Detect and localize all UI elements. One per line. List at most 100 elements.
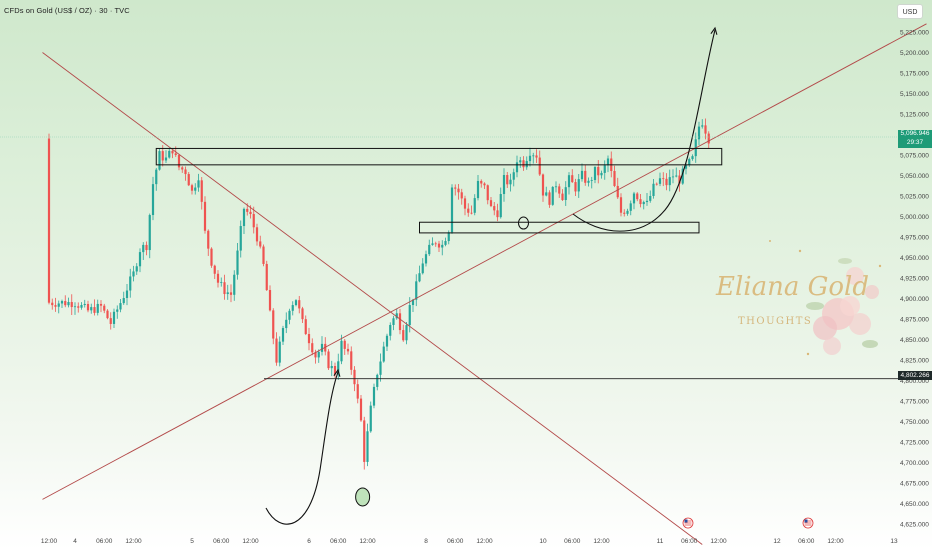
candle (603, 165, 606, 173)
candle (64, 301, 67, 306)
candle (304, 319, 307, 335)
candle (161, 151, 164, 161)
candle (155, 169, 158, 185)
candle (174, 153, 177, 156)
bottom-circle (355, 487, 371, 507)
candle (259, 241, 262, 247)
candle (73, 306, 77, 308)
candle (239, 226, 242, 251)
candle (463, 198, 467, 209)
candle (395, 313, 398, 319)
candle (213, 265, 216, 274)
us-flag-icon (802, 517, 814, 529)
flower-decoration-icon (769, 240, 882, 356)
candle (639, 199, 642, 205)
watermark-brand: Eliana Gold (716, 272, 870, 302)
x-tick-label: 8 (424, 538, 428, 545)
x-tick-label: 12 (773, 538, 781, 545)
candle (480, 180, 483, 184)
y-tick-label: 4,900.000 (900, 296, 929, 303)
y-tick-label: 4,950.000 (900, 255, 929, 262)
candle (483, 183, 486, 186)
candle (246, 208, 249, 212)
bottom-curve-arrow-head (333, 368, 341, 377)
candle (207, 230, 210, 249)
candle (272, 310, 275, 339)
candle (346, 348, 350, 352)
candle (60, 301, 64, 304)
candle (392, 318, 395, 325)
candle (551, 186, 554, 205)
watermark-subtitle: THOUGHTS (738, 316, 813, 327)
candle (707, 133, 710, 144)
y-tick-label: 5,150.000 (900, 91, 929, 98)
candle (255, 227, 259, 242)
x-tick-label: 12:00 (710, 538, 727, 545)
candle (216, 273, 220, 283)
candle (675, 175, 678, 177)
candle (112, 311, 116, 324)
candle (294, 300, 298, 306)
y-tick-label: 4,650.000 (900, 501, 929, 508)
candle (376, 374, 379, 387)
candle (597, 166, 600, 176)
candle (584, 170, 587, 183)
candle (600, 172, 603, 176)
candle (415, 281, 418, 300)
candle (509, 179, 512, 185)
candle (340, 340, 343, 362)
y-tick-label: 4,925.000 (900, 276, 929, 283)
candle (662, 178, 665, 180)
candle (649, 195, 652, 201)
candle (460, 192, 463, 199)
x-tick-label: 10 (539, 538, 547, 545)
candle (574, 182, 577, 192)
candle (668, 177, 671, 186)
y-tick-label: 5,050.000 (900, 173, 929, 180)
candle (577, 179, 580, 192)
y-tick-label: 4,750.000 (900, 419, 929, 426)
candle (203, 201, 207, 231)
x-tick-label: 12:00 (593, 538, 610, 545)
candle (142, 244, 145, 253)
candle (135, 266, 138, 272)
us-flag-icon (682, 517, 694, 529)
current-price-value: 5,096.946 (900, 130, 930, 137)
candle (545, 192, 548, 196)
candle (418, 273, 421, 282)
candle (314, 352, 317, 358)
candle (252, 214, 255, 228)
x-tick-label: 12:00 (476, 538, 493, 545)
candle (57, 303, 60, 307)
candle (132, 271, 135, 277)
x-tick-label: 12:00 (827, 538, 844, 545)
candle (658, 178, 662, 184)
candle (109, 318, 112, 324)
x-tick-label: 12:00 (41, 538, 58, 545)
candle (171, 150, 174, 154)
candle (125, 290, 129, 299)
candle (554, 186, 558, 188)
y-tick-label: 4,800.000 (900, 378, 929, 385)
candle (129, 276, 132, 291)
breakout-curve-arrow (572, 29, 716, 232)
support-zone (419, 221, 700, 234)
candle (512, 172, 515, 180)
candle (428, 244, 431, 255)
candle (285, 319, 288, 329)
candle (233, 274, 236, 295)
candle (236, 250, 239, 275)
retest-circle (518, 216, 529, 230)
candle (434, 243, 437, 245)
bottom-curve-arrow (265, 371, 339, 525)
candle (262, 246, 265, 264)
candle (450, 187, 454, 233)
candle (580, 170, 584, 180)
candle (288, 310, 291, 320)
candle (177, 155, 181, 168)
candle (421, 263, 424, 274)
currency-button[interactable]: USD (897, 4, 923, 19)
candle (616, 185, 619, 198)
candle (681, 168, 684, 184)
